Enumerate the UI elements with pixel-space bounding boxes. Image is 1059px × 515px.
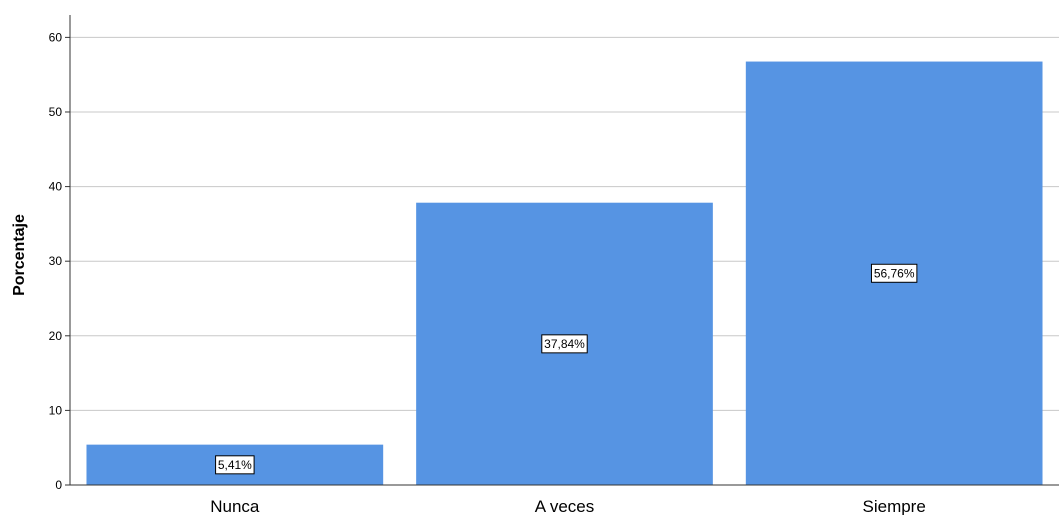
- data-labels: 5,41% 37,84% 56,76%: [215, 263, 918, 475]
- data-label-text: 56,76%: [874, 266, 915, 280]
- data-label-text: 37,84%: [544, 337, 585, 351]
- y-tick-label: 30: [49, 254, 63, 268]
- data-label: 37,84%: [541, 334, 588, 354]
- data-label-text: 5,41%: [218, 458, 252, 472]
- y-tick-label: 40: [49, 180, 63, 194]
- data-label-box: [870, 263, 918, 283]
- x-category-label: Nunca: [210, 497, 260, 515]
- y-tick-label: 20: [49, 329, 63, 343]
- y-axis-ticks: 0 10 20 30 40 50 60: [49, 30, 70, 492]
- data-label: 56,76%: [870, 263, 918, 283]
- data-label: 5,41%: [215, 455, 255, 475]
- y-tick-label: 50: [49, 105, 63, 119]
- y-axis-label: Porcentaje: [11, 214, 28, 296]
- x-axis-categories: Nunca A veces Siempre: [210, 497, 926, 515]
- y-tick-label: 60: [49, 30, 63, 44]
- y-tick-label: 0: [55, 478, 62, 492]
- x-category-label: A veces: [535, 497, 595, 515]
- data-label-box: [541, 334, 588, 354]
- x-category-label: Siempre: [863, 497, 926, 515]
- data-label-box: [215, 455, 255, 475]
- y-tick-label: 10: [49, 403, 63, 417]
